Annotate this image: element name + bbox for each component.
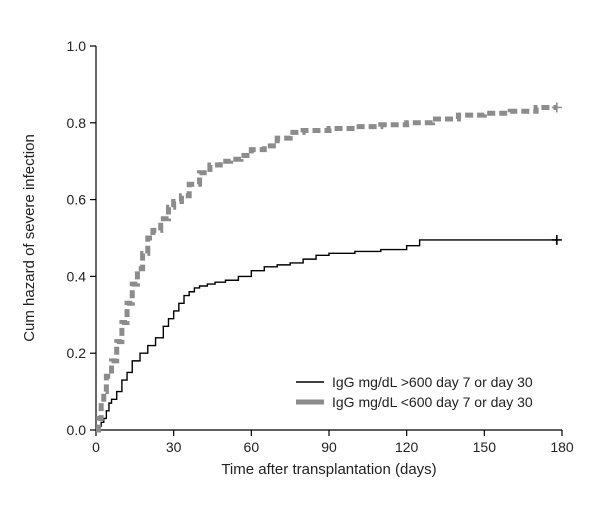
x-axis-title: Time after transplantation (days) bbox=[221, 461, 436, 478]
legend-label-2: IgG mg/dL <600 day 7 or day 30 bbox=[332, 394, 533, 410]
y-axis-title: Cum hazard of severe infection bbox=[21, 134, 38, 342]
x-tick-label: 120 bbox=[395, 439, 419, 455]
legend-label-1: IgG mg/dL >600 day 7 or day 30 bbox=[332, 374, 533, 390]
x-tick-label: 60 bbox=[244, 439, 260, 455]
series-layer bbox=[96, 102, 562, 433]
censor-mark-1 bbox=[551, 234, 562, 245]
series-line-1 bbox=[96, 239, 557, 431]
axes: 0.0 0.2 0.4 0.6 0.8 1.0 0 30 60 90 120 150 180 Time a… bbox=[21, 38, 574, 478]
x-tick-label: 30 bbox=[166, 439, 182, 455]
y-tick-label: 0.6 bbox=[67, 192, 87, 208]
y-tick-label: 0.2 bbox=[67, 345, 87, 361]
y-tick-label: 0.0 bbox=[67, 422, 87, 438]
x-tick-label: 150 bbox=[473, 439, 497, 455]
x-tick-label: 0 bbox=[92, 439, 100, 455]
series-line-2 bbox=[96, 104, 557, 433]
legend: IgG mg/dL >600 day 7 or day 30 IgG mg/dL … bbox=[296, 374, 533, 410]
y-tick-label: 0.4 bbox=[67, 268, 87, 284]
censor-mark-2 bbox=[551, 102, 562, 113]
x-tick-label: 90 bbox=[321, 439, 337, 455]
y-tick-label: 1.0 bbox=[67, 38, 87, 54]
y-tick-label: 0.8 bbox=[67, 115, 87, 131]
x-tick-label: 180 bbox=[550, 439, 574, 455]
